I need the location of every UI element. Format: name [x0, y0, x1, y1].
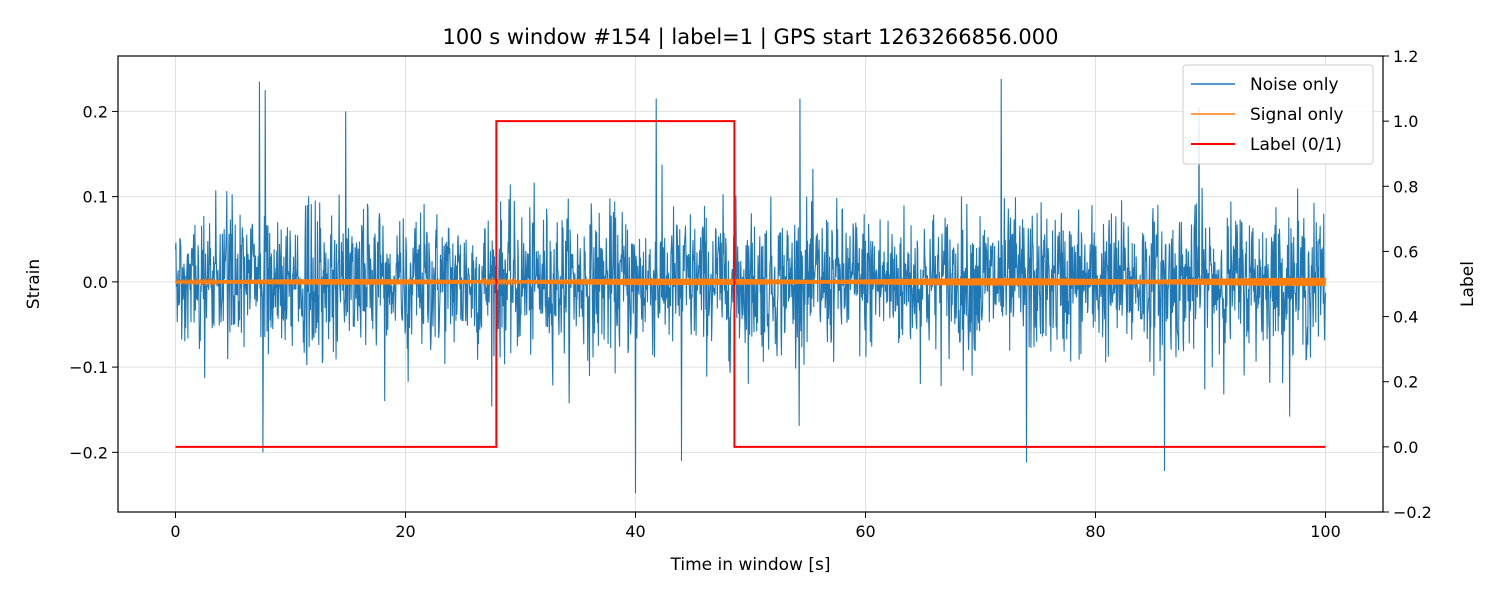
signal-series-line — [174, 277, 1327, 287]
y-tick-label: 0.0 — [83, 273, 108, 292]
plot-frame — [117, 55, 1384, 513]
legend: Noise only Signal only Label (0/1) — [1182, 64, 1374, 165]
legend-entry-noise: Noise only — [1250, 75, 1339, 95]
legend-entry-label: Label (0/1) — [1250, 135, 1342, 155]
x-tick-label: 60 — [855, 522, 875, 541]
y2-tick-label: 0.8 — [1393, 177, 1418, 196]
y2-tick-label: 0.6 — [1393, 242, 1418, 261]
y-tick-label: 0.1 — [83, 188, 108, 207]
y2-tick-label: 0.2 — [1393, 373, 1418, 392]
y2-tick-label: −0.2 — [1393, 503, 1432, 522]
y-tick-label: −0.1 — [69, 358, 108, 377]
y-axis-label: Strain — [24, 259, 44, 309]
legend-box — [1182, 64, 1374, 165]
x-axis-label: Time in window [s] — [670, 555, 831, 575]
x-tick-label: 20 — [395, 522, 415, 541]
y2-tick-label: 0.4 — [1393, 308, 1418, 327]
series-layer — [174, 79, 1327, 494]
y2-tick-label: 1.2 — [1393, 47, 1418, 66]
axes: 0 20 40 60 80 100 −0.2 −0.1 0.0 0.1 0.2 −0.2 0.0 0.2 0… — [69, 47, 1432, 541]
x-tick-label: 40 — [625, 522, 645, 541]
x-tick-label: 0 — [170, 522, 180, 541]
y2-axis-label: Label — [1458, 261, 1478, 307]
x-tick-label: 100 — [1310, 522, 1341, 541]
x-tick-label: 80 — [1085, 522, 1105, 541]
chart-title: 100 s window #154 | label=1 | GPS start … — [443, 25, 1059, 50]
y2-tick-label: 0.0 — [1393, 438, 1418, 457]
label-series-line — [175, 120, 1326, 448]
legend-entry-signal: Signal only — [1250, 105, 1344, 125]
y2-tick-label: 1.0 — [1393, 112, 1418, 131]
y-tick-label: −0.2 — [69, 443, 108, 462]
y-tick-label: 0.2 — [83, 102, 108, 121]
noise-series-line — [174, 79, 1327, 494]
